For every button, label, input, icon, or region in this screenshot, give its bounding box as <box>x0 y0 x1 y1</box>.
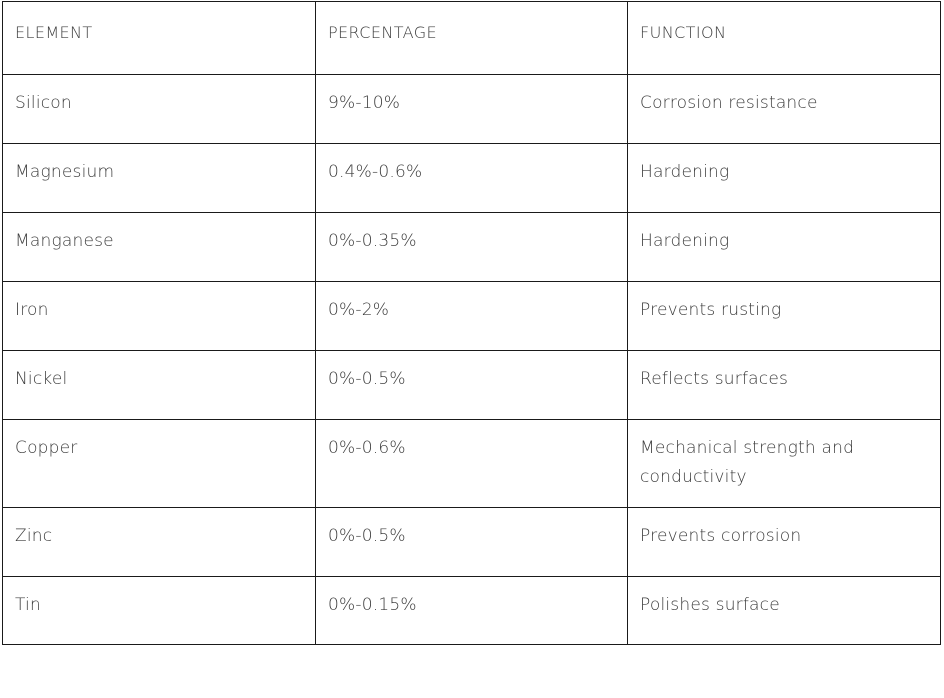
cell-function: Hardening <box>627 143 941 213</box>
cell-percentage: 0.4%-0.6% <box>315 143 628 213</box>
cell-function: Prevents corrosion <box>627 507 941 577</box>
cell-function: Mechanical strength and conductivity <box>627 419 941 508</box>
cell-element: Copper <box>2 419 316 508</box>
cell-element: Silicon <box>2 74 316 144</box>
header-function: FUNCTION <box>627 1 941 75</box>
cell-percentage: 0%-0.15% <box>315 576 628 645</box>
table-row: Magnesium 0.4%-0.6% Hardening <box>2 143 941 213</box>
alloy-composition-table: ELEMENT PERCENTAGE FUNCTION Silicon 9%-1… <box>2 1 941 645</box>
table-row: Nickel 0%-0.5% Reflects surfaces <box>2 350 941 420</box>
cell-function: Reflects surfaces <box>627 350 941 420</box>
cell-function: Polishes surface <box>627 576 941 645</box>
cell-element: Iron <box>2 281 316 351</box>
table-header-row: ELEMENT PERCENTAGE FUNCTION <box>2 1 941 75</box>
cell-percentage: 0%-0.5% <box>315 507 628 577</box>
cell-element: Magnesium <box>2 143 316 213</box>
table-row: Zinc 0%-0.5% Prevents corrosion <box>2 507 941 577</box>
cell-percentage: 0%-0.6% <box>315 419 628 508</box>
cell-element: Tin <box>2 576 316 645</box>
cell-element: Zinc <box>2 507 316 577</box>
header-element: ELEMENT <box>2 1 316 75</box>
cell-element: Manganese <box>2 212 316 282</box>
table-row: Silicon 9%-10% Corrosion resistance <box>2 74 941 144</box>
cell-percentage: 0%-2% <box>315 281 628 351</box>
cell-function: Corrosion resistance <box>627 74 941 144</box>
table-row: Copper 0%-0.6% Mechanical strength and c… <box>2 419 941 508</box>
table-row: Manganese 0%-0.35% Hardening <box>2 212 941 282</box>
cell-function: Hardening <box>627 212 941 282</box>
cell-function: Prevents rusting <box>627 281 941 351</box>
cell-element: Nickel <box>2 350 316 420</box>
cell-percentage: 9%-10% <box>315 74 628 144</box>
table-row: Tin 0%-0.15% Polishes surface <box>2 576 941 645</box>
header-percentage: PERCENTAGE <box>315 1 628 75</box>
cell-percentage: 0%-0.5% <box>315 350 628 420</box>
cell-percentage: 0%-0.35% <box>315 212 628 282</box>
table-row: Iron 0%-2% Prevents rusting <box>2 281 941 351</box>
